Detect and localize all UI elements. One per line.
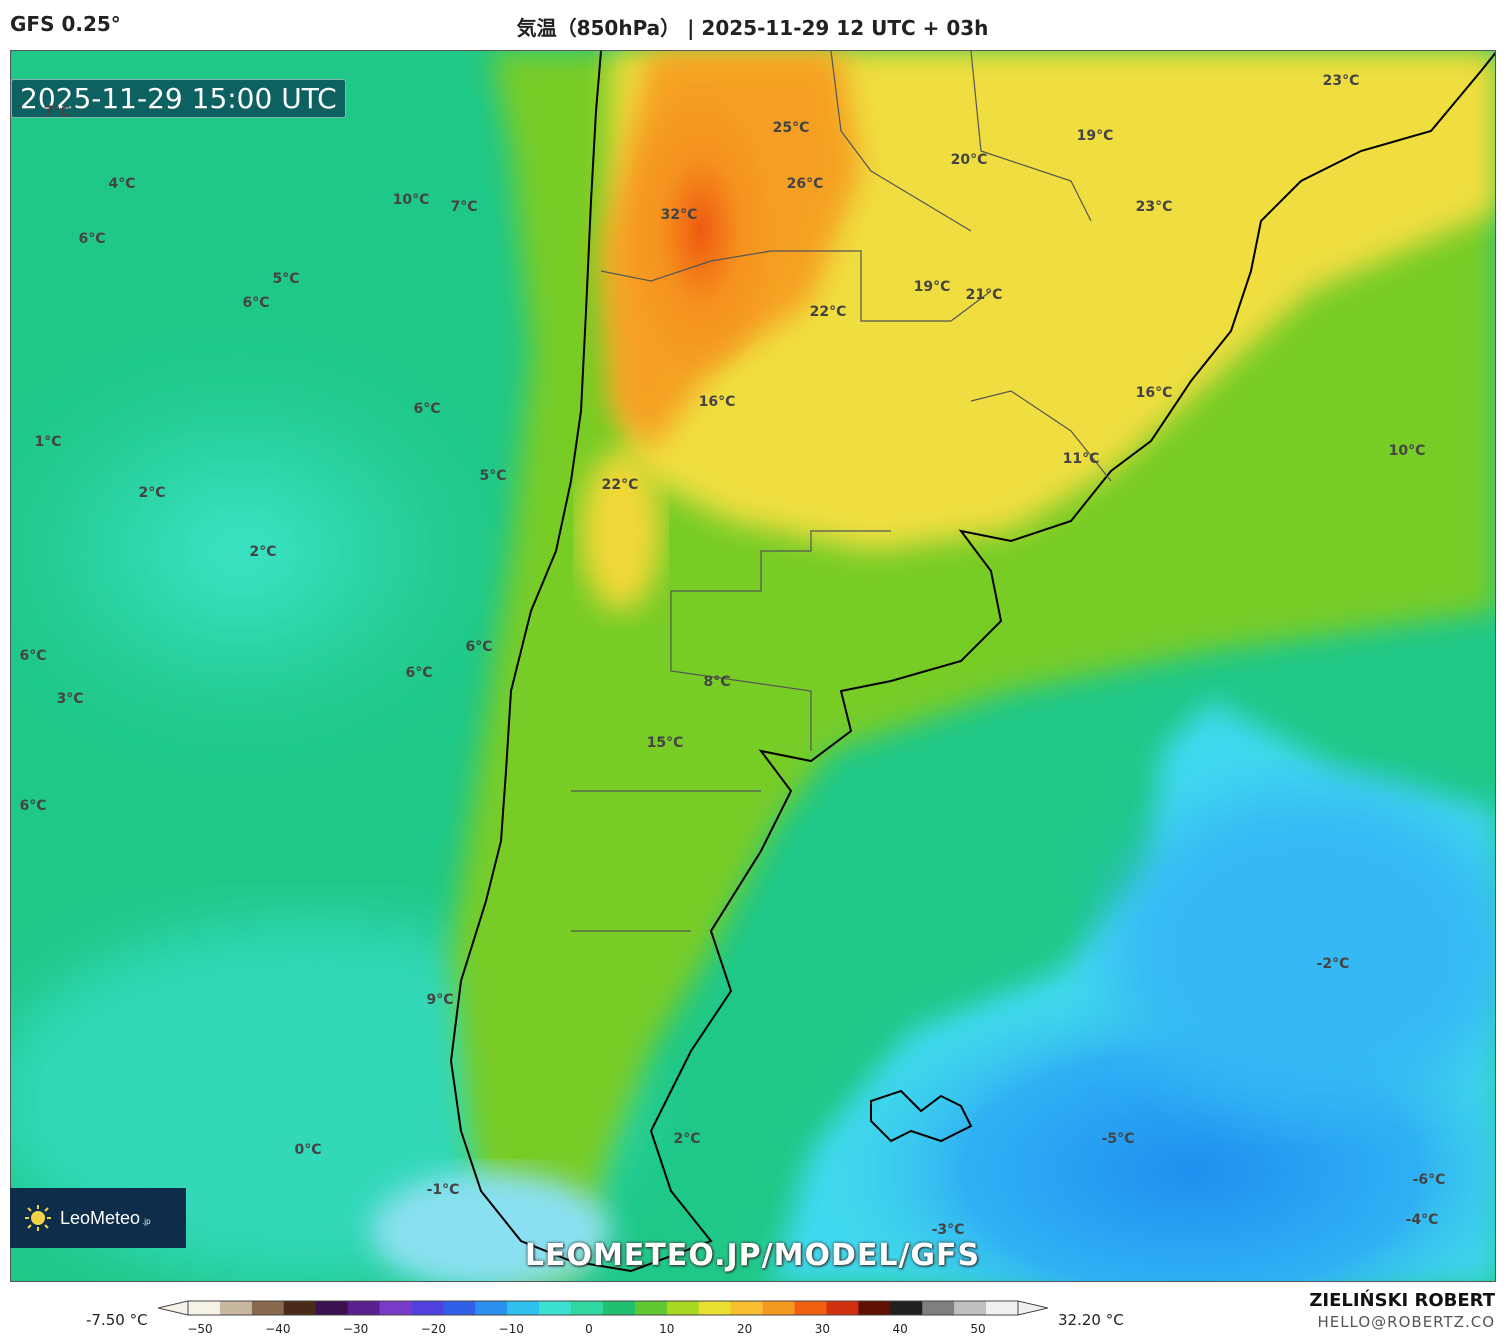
colorbar-max-label: 32.20 °C (1058, 1311, 1124, 1329)
colorbar-segment (347, 1301, 381, 1315)
map-title: 気温（850hPa） | 2025-11-29 12 UTC + 03h (516, 16, 989, 40)
colorbar-segment (283, 1301, 317, 1315)
colorbar-max-arrow (1017, 1300, 1049, 1316)
colorbar-segment (251, 1301, 285, 1315)
colorbar-tick-label: 30 (814, 1322, 831, 1336)
colorbar-segment (890, 1301, 923, 1315)
temperature-field (11, 51, 1495, 1281)
author-email[interactable]: HELLO@ROBERTZ.CO (1317, 1313, 1495, 1331)
temperature-label: 23°C (1135, 199, 1173, 215)
temperature-label: 3°C (56, 691, 84, 707)
colorbar-segment (539, 1301, 572, 1315)
temperature-label: 19°C (913, 279, 951, 295)
author-name: ZIELIŃSKI ROBERT (1309, 1290, 1495, 1311)
colorbar-segment (986, 1301, 1019, 1315)
temperature-label: 25°C (772, 120, 810, 136)
temperature-label: 6°C (19, 648, 47, 664)
colorbar-segment (762, 1301, 796, 1315)
temperature-label: 10°C (1388, 443, 1426, 459)
temperature-label: 10°C (392, 192, 430, 208)
logo-text: LeoMeteo .jp (60, 1207, 151, 1228)
colorbar-tick-label: 0 (585, 1322, 593, 1336)
temperature-label: 6°C (19, 798, 47, 814)
temperature-label: -5°C (1101, 1131, 1135, 1147)
colorbar-tick-label: −40 (265, 1322, 291, 1336)
temperature-label: -1°C (426, 1182, 460, 1198)
colorbar-segment (698, 1301, 732, 1315)
colorbar-segment (666, 1301, 700, 1315)
temperature-label: 23°C (1322, 73, 1360, 89)
colorbar-min-arrow (158, 1300, 189, 1316)
temperature-label: 1°C (34, 434, 62, 450)
temperature-label: 11°C (1062, 451, 1100, 467)
colorbar-segment (219, 1301, 253, 1315)
temperature-label: 6°C (78, 231, 106, 247)
colorbar-segment (634, 1301, 668, 1315)
temperature-label: 6°C (465, 639, 493, 655)
temperature-label: -6°C (1412, 1172, 1446, 1188)
colorbar-segment (315, 1301, 349, 1315)
temperature-label: 19°C (1076, 128, 1114, 144)
temperature-label: 4°C (108, 176, 136, 192)
temperature-label: 9°C (426, 992, 454, 1008)
colorbar-segment (826, 1301, 859, 1315)
leometeo-logo[interactable]: LeoMeteo .jp (10, 1188, 186, 1248)
colorbar-segment (730, 1301, 764, 1315)
temperature-label: 2°C (249, 544, 277, 560)
colorbar (158, 1300, 1049, 1316)
temperature-map[interactable]: 2025-11-29 15:00 UTC 25°C 26°C 32°C 20°C 19°… (10, 50, 1496, 1282)
colorbar-tick-label: −20 (420, 1322, 447, 1336)
colorbar-segment (922, 1301, 955, 1315)
temperature-label: 16°C (1135, 385, 1173, 401)
colorbar-tick-label: 50 (970, 1322, 986, 1336)
temperature-label: -2°C (1316, 956, 1350, 972)
colorbar-tick-label: 40 (892, 1322, 908, 1336)
colorbar-tick-label: 10 (659, 1322, 675, 1336)
colorbar-segment (379, 1301, 412, 1315)
temperature-label: 2°C (138, 485, 166, 501)
temperature-label: 6°C (405, 665, 433, 681)
colorbar-segment (507, 1301, 540, 1315)
colorbar-segment (188, 1301, 221, 1315)
temperature-label: -3°C (931, 1222, 965, 1238)
colorbar-tick-label: −50 (187, 1322, 213, 1336)
colorbar-min-label: -7.50 °C (86, 1311, 148, 1329)
colorbar-segment (411, 1301, 444, 1315)
temperature-label: 22°C (601, 477, 639, 493)
temperature-label: 0°C (294, 1142, 322, 1158)
temperature-label: 21°C (965, 287, 1003, 303)
colorbar-segment (475, 1301, 508, 1315)
colorbar-segment (443, 1301, 476, 1315)
colorbar-segment (858, 1301, 891, 1315)
colorbar-segment (794, 1301, 827, 1315)
temperature-label: 5°C (272, 271, 300, 287)
colorbar-segment (954, 1301, 987, 1315)
colorbar-segment (603, 1301, 636, 1315)
valid-time-badge: 2025-11-29 15:00 UTC (11, 79, 346, 118)
temperature-label: -4°C (1405, 1212, 1439, 1228)
temperature-label: 8°C (703, 674, 731, 690)
model-name: GFS 0.25° (10, 12, 121, 36)
temperature-label: 16°C (698, 394, 736, 410)
colorbar-tick-label: 20 (736, 1322, 753, 1336)
colorbar-tick-label: −30 (342, 1322, 369, 1336)
sun-icon (25, 1205, 51, 1231)
temperature-label: 6°C (413, 401, 441, 417)
temperature-label: 15°C (646, 735, 684, 751)
temperature-label: 26°C (786, 176, 824, 192)
temperature-label: 6°C (242, 295, 270, 311)
site-watermark: LEOMETEO.JP/MODEL/GFS (524, 1238, 981, 1273)
temperature-label: 7°C (450, 199, 478, 215)
colorbar-segment (571, 1301, 604, 1315)
temperature-label: 7°C (43, 104, 71, 120)
temperature-label: 2°C (673, 1131, 701, 1147)
temperature-label: 22°C (809, 304, 847, 320)
temperature-label: 20°C (950, 152, 988, 168)
temperature-label: 32°C (660, 207, 698, 223)
colorbar-tick-label: −10 (498, 1322, 524, 1336)
temperature-label: 5°C (479, 468, 507, 484)
